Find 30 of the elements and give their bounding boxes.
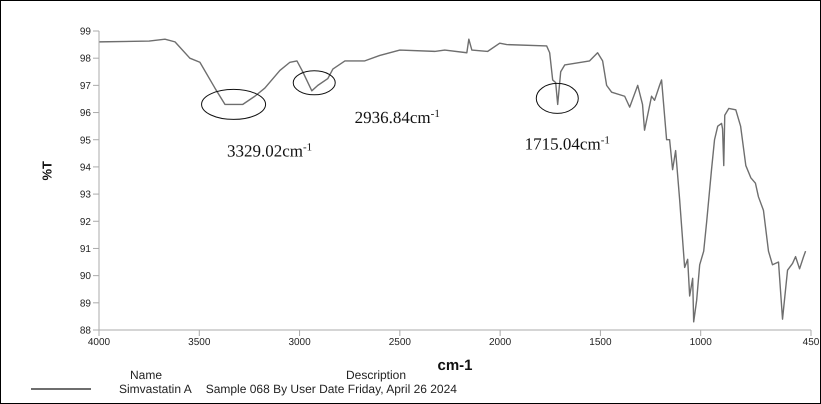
x-axis-title: cm-1 bbox=[437, 357, 473, 374]
y-tick-label: 90 bbox=[80, 271, 92, 282]
text: Sample 068 By User Date Friday, April 26 2024 bbox=[206, 382, 457, 396]
y-tick-label: 88 bbox=[80, 326, 92, 337]
y-tick-label: 91 bbox=[80, 244, 92, 256]
y-axis-title: %T bbox=[40, 160, 55, 180]
x-tick-label: 3500 bbox=[188, 337, 211, 348]
x-tick-label: 4000 bbox=[88, 337, 111, 348]
legend-title: Name bbox=[128, 368, 163, 382]
y-tick-label: 94 bbox=[80, 162, 92, 174]
y-tick-label: 95 bbox=[80, 135, 92, 146]
y-tick-label: 93 bbox=[80, 190, 92, 201]
y-tick-label: 92 bbox=[80, 216, 92, 228]
annotation: 3329.02cm$^{-1}$ bbox=[226, 141, 312, 160]
x-tick-label: 1500 bbox=[589, 337, 612, 348]
x-tick-label: 2000 bbox=[489, 337, 512, 348]
annotation: 2936.84cm$^{-1}$ bbox=[354, 108, 440, 127]
text: Description bbox=[346, 368, 406, 382]
legend-label: Simvastatin A bbox=[119, 382, 192, 396]
y-tick-label: 99 bbox=[80, 26, 92, 38]
y-tick-label: 89 bbox=[80, 298, 92, 310]
x-tick-label: 3000 bbox=[288, 337, 312, 348]
annotation: 1715.04cm$^{-1}$ bbox=[524, 134, 610, 154]
line-series bbox=[99, 38, 806, 323]
x-tick-label: 1000 bbox=[690, 337, 712, 348]
x-tick-label: 2500 bbox=[388, 337, 412, 348]
y-tick-label: 96 bbox=[80, 108, 92, 120]
y-tick-label: 97 bbox=[80, 80, 92, 92]
x-tick-label: 450 bbox=[802, 337, 820, 348]
y-tick-label: 98 bbox=[80, 54, 92, 65]
